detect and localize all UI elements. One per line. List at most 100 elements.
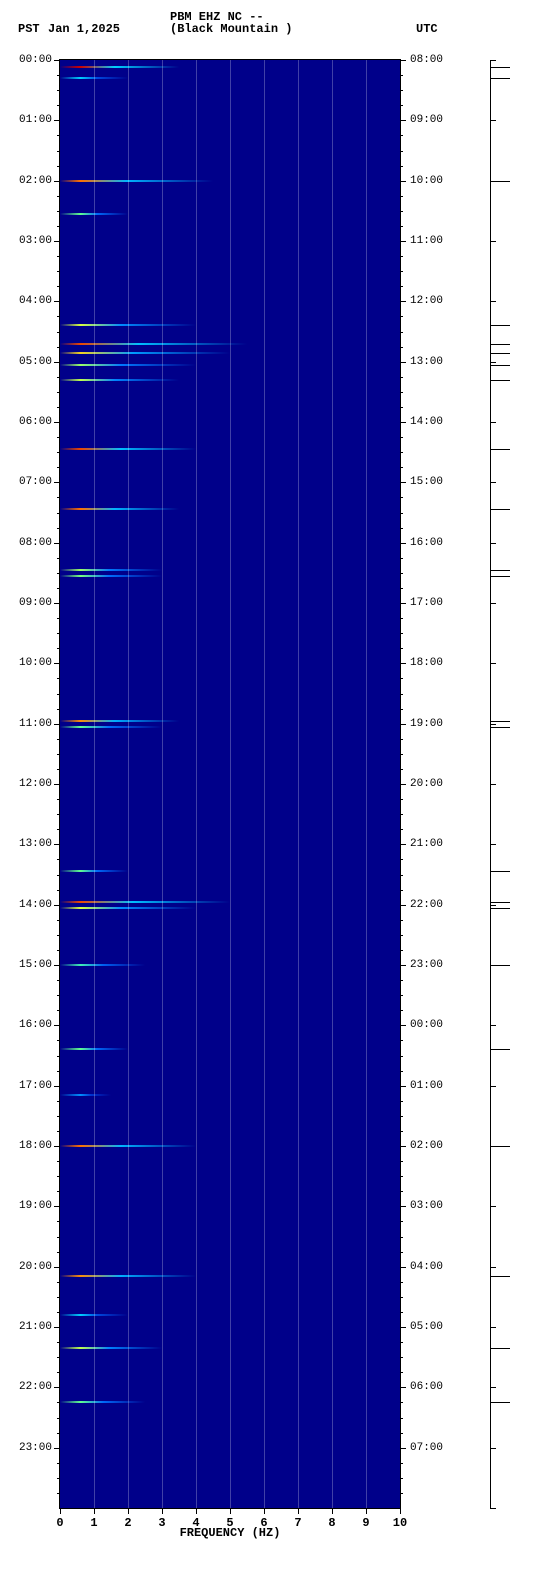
yr-minor-tick xyxy=(400,1478,403,1479)
yl-tick xyxy=(54,1086,60,1087)
event-hour-tick xyxy=(490,1448,496,1449)
yl-minor-tick xyxy=(57,1071,60,1072)
yr-tick-label: 15:00 xyxy=(410,476,443,488)
y-axis-right-utc: 08:0009:0010:0011:0012:0013:0014:0015:00… xyxy=(400,60,470,1508)
yl-minor-tick xyxy=(57,513,60,514)
yr-minor-tick xyxy=(400,347,403,348)
freq-gridline xyxy=(298,60,299,1508)
freq-gridline xyxy=(196,60,197,1508)
yl-minor-tick xyxy=(57,75,60,76)
yl-tick-label: 19:00 xyxy=(19,1200,52,1212)
yr-minor-tick xyxy=(400,588,403,589)
yl-minor-tick xyxy=(57,769,60,770)
yr-tick xyxy=(400,301,406,302)
yr-tick xyxy=(400,241,406,242)
yr-tick xyxy=(400,1387,406,1388)
x-tick-label: 9 xyxy=(362,1516,369,1530)
right-tz-label: UTC xyxy=(416,22,438,36)
yr-minor-tick xyxy=(400,1312,403,1313)
yl-tick xyxy=(54,905,60,906)
event-tick xyxy=(490,1146,510,1147)
yr-minor-tick xyxy=(400,467,403,468)
yl-minor-tick xyxy=(57,618,60,619)
yr-minor-tick xyxy=(400,633,403,634)
event-hour-tick xyxy=(490,663,496,664)
yl-tick xyxy=(54,603,60,604)
yr-tick xyxy=(400,482,406,483)
yl-minor-tick xyxy=(57,1433,60,1434)
yr-tick-label: 23:00 xyxy=(410,959,443,971)
yl-minor-tick xyxy=(57,1191,60,1192)
yl-tick xyxy=(54,1327,60,1328)
yr-minor-tick xyxy=(400,875,403,876)
yl-minor-tick xyxy=(57,1010,60,1011)
yr-tick-label: 10:00 xyxy=(410,175,443,187)
event-tick xyxy=(490,380,510,381)
yr-minor-tick xyxy=(400,980,403,981)
yr-tick xyxy=(400,543,406,544)
yl-minor-tick xyxy=(57,588,60,589)
yl-minor-tick xyxy=(57,316,60,317)
event-tick xyxy=(490,1049,510,1050)
yl-tick-label: 23:00 xyxy=(19,1442,52,1454)
yl-minor-tick xyxy=(57,1282,60,1283)
yl-minor-tick xyxy=(57,467,60,468)
yl-tick xyxy=(54,1146,60,1147)
yr-tick-label: 18:00 xyxy=(410,657,443,669)
yr-minor-tick xyxy=(400,1493,403,1494)
event-tick xyxy=(490,344,510,345)
yl-tick-label: 21:00 xyxy=(19,1321,52,1333)
yr-minor-tick xyxy=(400,1342,403,1343)
yl-minor-tick xyxy=(57,648,60,649)
yr-minor-tick xyxy=(400,678,403,679)
x-tick xyxy=(264,1508,265,1514)
yl-minor-tick xyxy=(57,995,60,996)
yr-tick xyxy=(400,1146,406,1147)
yr-tick xyxy=(400,60,406,61)
yr-tick xyxy=(400,181,406,182)
yr-tick-label: 02:00 xyxy=(410,1140,443,1152)
yl-tick-label: 01:00 xyxy=(19,114,52,126)
event-hour-tick xyxy=(490,1206,496,1207)
yr-minor-tick xyxy=(400,105,403,106)
x-tick-label: 6 xyxy=(260,1516,267,1530)
yl-minor-tick xyxy=(57,573,60,574)
freq-gridline xyxy=(128,60,129,1508)
yl-minor-tick xyxy=(57,437,60,438)
yr-minor-tick xyxy=(400,166,403,167)
yr-minor-tick xyxy=(400,814,403,815)
yl-minor-tick xyxy=(57,1357,60,1358)
yr-tick-label: 11:00 xyxy=(410,235,443,247)
yl-minor-tick xyxy=(57,286,60,287)
yl-minor-tick xyxy=(57,1176,60,1177)
yr-minor-tick xyxy=(400,528,403,529)
event-tick xyxy=(490,576,510,577)
event-tick xyxy=(490,325,510,326)
spectrogram-plot xyxy=(60,60,400,1508)
yr-minor-tick xyxy=(400,75,403,76)
yr-minor-tick xyxy=(400,211,403,212)
yr-minor-tick xyxy=(400,1297,403,1298)
event-hour-tick xyxy=(490,905,496,906)
yr-tick-label: 09:00 xyxy=(410,114,443,126)
yr-minor-tick xyxy=(400,618,403,619)
yl-tick-label: 04:00 xyxy=(19,295,52,307)
yl-tick xyxy=(54,482,60,483)
x-tick-label: 8 xyxy=(328,1516,335,1530)
yr-minor-tick xyxy=(400,1282,403,1283)
yl-tick xyxy=(54,301,60,302)
freq-gridline xyxy=(94,60,95,1508)
yl-minor-tick xyxy=(57,1372,60,1373)
yr-minor-tick xyxy=(400,859,403,860)
x-tick-label: 4 xyxy=(192,1516,199,1530)
yl-minor-tick xyxy=(57,332,60,333)
yl-tick-label: 22:00 xyxy=(19,1381,52,1393)
yr-minor-tick xyxy=(400,1116,403,1117)
yl-minor-tick xyxy=(57,1252,60,1253)
yl-minor-tick xyxy=(57,1478,60,1479)
yr-tick-label: 05:00 xyxy=(410,1321,443,1333)
yr-minor-tick xyxy=(400,799,403,800)
yl-minor-tick xyxy=(57,1161,60,1162)
yl-minor-tick xyxy=(57,196,60,197)
yr-minor-tick xyxy=(400,286,403,287)
